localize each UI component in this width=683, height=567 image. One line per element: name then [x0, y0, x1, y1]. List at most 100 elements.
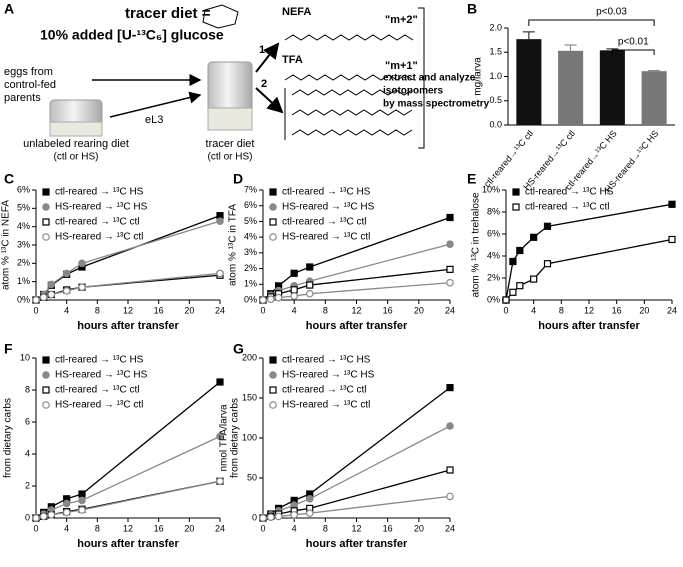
- y-axis-label: atom % ¹³C in trehalose: [471, 192, 482, 297]
- significance-bracket: [611, 49, 655, 55]
- point: [259, 514, 267, 522]
- diet-label: (ctl or HS): [208, 152, 253, 163]
- diet-label: unlabeled rearing diet: [23, 138, 129, 150]
- analysis-text: extract and analyze: [383, 73, 476, 84]
- x-tick-label: 4: [292, 305, 297, 315]
- fatty-acid-chain: [284, 34, 414, 41]
- legend-marker: [269, 401, 277, 409]
- legend-label: ctl-reared → ¹³C ctl: [55, 385, 139, 396]
- x-axis-label: hours after transfer: [538, 320, 640, 332]
- legend-marker: [42, 371, 50, 379]
- panel-label: F: [4, 341, 13, 357]
- point: [266, 513, 275, 522]
- legend-label: ctl-reared → ¹³C HS: [282, 187, 371, 198]
- y-tick-label: 5%: [17, 203, 30, 213]
- y-tick-label: 6%: [244, 200, 257, 210]
- legend-label: HS-reared → ¹³C ctl: [282, 232, 370, 243]
- x-tick-label: 8: [559, 305, 564, 315]
- y-tick-label: 0%: [244, 294, 257, 304]
- x-tick-label: 0: [33, 523, 38, 533]
- point: [216, 432, 224, 441]
- y-tick-label: 2%: [487, 272, 500, 282]
- legend-marker: [269, 371, 277, 379]
- legend-marker: [269, 386, 277, 394]
- x-tick-label: 8: [323, 305, 328, 315]
- x-tick-label: 24: [667, 305, 677, 315]
- significance-bracket: [528, 19, 655, 26]
- x-tick-label: 16: [154, 523, 164, 533]
- y-tick-label: 6: [25, 416, 30, 426]
- point: [274, 293, 283, 302]
- legend-marker: [42, 356, 50, 364]
- y-tick-label: 10%: [482, 184, 500, 194]
- point: [78, 490, 86, 498]
- isotopomer: "m+1": [385, 60, 418, 72]
- x-tick-label: 0: [33, 305, 38, 315]
- point: [32, 514, 40, 522]
- diet: [49, 121, 103, 137]
- y-tick-label: 0: [252, 512, 257, 522]
- y-tick-label: 50: [247, 472, 257, 482]
- y-tick-label: 6%: [17, 184, 30, 194]
- point: [216, 269, 224, 278]
- x-tick-label: 16: [383, 305, 393, 315]
- x-tick-label: 8: [95, 523, 100, 533]
- y-tick-label: 5%: [244, 216, 257, 226]
- source-text: control-fed: [4, 79, 56, 91]
- y-tick-label: 0%: [487, 294, 500, 304]
- y-tick-label: 4%: [17, 221, 30, 231]
- point: [47, 280, 56, 289]
- bar: [599, 50, 625, 126]
- y-tick-label: 4%: [244, 232, 257, 242]
- point: [502, 296, 510, 304]
- legend-marker: [269, 233, 277, 241]
- point: [216, 217, 224, 225]
- y-tick-label: 3%: [244, 247, 257, 257]
- point: [668, 235, 676, 244]
- panel-label: B: [467, 1, 477, 17]
- legend-marker: [269, 188, 277, 196]
- y-tick-label: 10: [20, 352, 30, 362]
- y-tick-label: 1.0: [489, 71, 502, 81]
- legend-label: ctl-reared → ¹³C HS: [55, 355, 144, 366]
- point: [446, 265, 454, 273]
- legend-marker: [269, 218, 277, 226]
- point: [47, 290, 56, 299]
- point: [509, 257, 517, 266]
- x-tick-label: 16: [383, 523, 393, 533]
- point: [530, 233, 538, 241]
- point: [446, 213, 454, 222]
- y-tick-label: 0.5: [489, 95, 502, 105]
- point: [62, 287, 71, 295]
- point: [306, 281, 314, 289]
- x-tick-label: 20: [414, 523, 424, 533]
- y-axis-label: nmol NEFA/larva: [0, 400, 3, 475]
- point: [446, 492, 454, 501]
- legend-label: HS-reared → ¹³C ctl: [55, 232, 143, 243]
- point: [78, 506, 86, 514]
- fatty-acid-chain: [291, 129, 413, 136]
- point: [47, 510, 56, 519]
- point: [78, 283, 86, 291]
- route-label: 2: [261, 78, 267, 90]
- x-tick-label: 12: [584, 305, 594, 315]
- fatty-acid-chain: [291, 109, 413, 116]
- legend-marker: [269, 356, 277, 364]
- panel-a: A tracer diet = 10% added [U-¹³C₆] gluco…: [4, 1, 490, 163]
- point: [543, 260, 552, 268]
- y-tick-label: 3%: [17, 239, 30, 249]
- fatty-acid-chain: [291, 89, 413, 96]
- point: [516, 282, 524, 290]
- point: [446, 240, 454, 249]
- x-tick-label: 12: [123, 305, 133, 315]
- y-tick-label: 6%: [487, 228, 500, 238]
- x-tick-label: 4: [531, 305, 536, 315]
- y-tick-label: 1%: [244, 279, 257, 289]
- stage-label: eL3: [145, 114, 163, 126]
- legend-marker: [42, 218, 50, 226]
- x-tick-label: 0: [260, 523, 265, 533]
- x-tick-label: 20: [184, 523, 194, 533]
- point: [305, 494, 314, 503]
- x-tick-label: 24: [215, 523, 225, 533]
